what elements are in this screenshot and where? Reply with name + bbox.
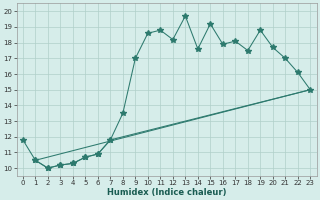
- X-axis label: Humidex (Indice chaleur): Humidex (Indice chaleur): [107, 188, 226, 197]
